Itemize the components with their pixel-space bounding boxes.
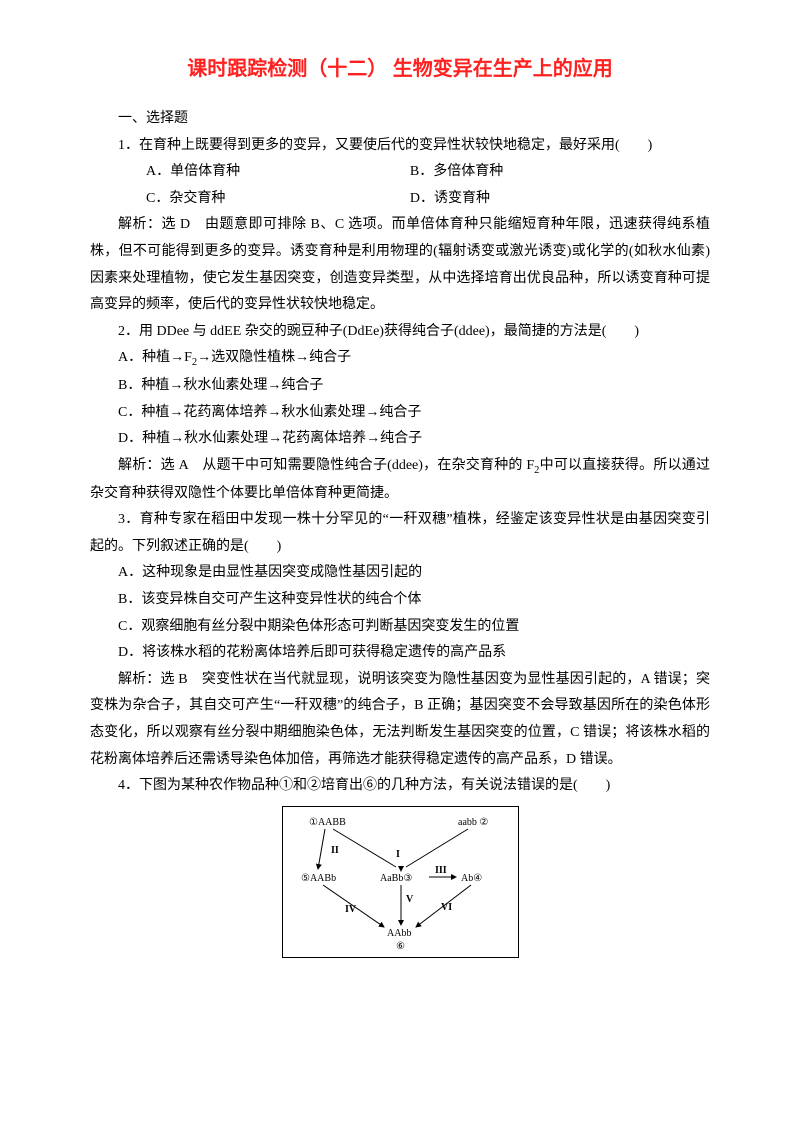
q1-optD: D．诱变育种 <box>382 186 642 213</box>
q2-optA: A．种植→F2→选双隐性植株→纯合子 <box>90 345 710 373</box>
q2-ana-pre: 解析：选 A 从题干中可知需要隐性纯合子(ddee)，在杂交育种的 F <box>118 458 534 473</box>
node-6b: ⑥ <box>396 941 405 952</box>
label-VI: VI <box>441 902 452 913</box>
node-2: aabb ② <box>458 817 488 828</box>
q3-optA: A．这种现象是由显性基因突变成隐性基因引起的 <box>90 560 710 587</box>
label-III: III <box>435 865 447 876</box>
q1-optA: A．单倍体育种 <box>118 159 378 186</box>
label-I: I <box>396 849 400 860</box>
node-4: Ab④ <box>461 873 482 884</box>
q2-optB: B．种植→秋水仙素处理→纯合子 <box>90 373 710 400</box>
page: 课时跟踪检测（十二） 生物变异在生产上的应用 一、选择题 1．在育种上既要得到更… <box>0 0 800 1132</box>
q1-stem: 1．在育种上既要得到更多的变异，又要使后代的变异性状较快地稳定，最好采用( ) <box>90 133 710 160</box>
page-title: 课时跟踪检测（十二） 生物变异在生产上的应用 <box>90 50 710 88</box>
q3-optB: B．该变异株自交可产生这种变异性状的纯合个体 <box>90 587 710 614</box>
q2-optC: C．种植→花药离体培养→秋水仙素处理→纯合子 <box>90 400 710 427</box>
q2-stem: 2．用 DDee 与 ddEE 杂交的豌豆种子(DdEe)获得纯合子(ddee)… <box>90 319 710 346</box>
edge-2-3 <box>406 829 468 867</box>
label-V: V <box>406 894 414 905</box>
node-6a: AAbb <box>387 928 411 939</box>
q1-analysis: 解析：选 D 由题意即可排除 B、C 选项。而单倍体育种只能缩短育种年限，迅速获… <box>90 212 710 318</box>
q2-optA-tail: →选双隐性植株→纯合子 <box>197 350 351 365</box>
q1-row-cd: C．杂交育种 D．诱变育种 <box>90 186 710 213</box>
q1-row-ab: A．单倍体育种 B．多倍体育种 <box>90 159 710 186</box>
q2-optD: D．种植→秋水仙素处理→花药离体培养→纯合子 <box>90 426 710 453</box>
q1-optB: B．多倍体育种 <box>382 159 642 186</box>
q1-optC: C．杂交育种 <box>118 186 378 213</box>
q2-analysis: 解析：选 A 从题干中可知需要隐性纯合子(ddee)，在杂交育种的 F2中可以直… <box>90 453 710 507</box>
q3-analysis: 解析：选 B 突变性状在当代就显现，说明该突变为隐性基因变为显性基因引起的，A … <box>90 667 710 773</box>
section-heading: 一、选择题 <box>90 106 710 133</box>
breeding-diagram: ①AABB aabb ② AaBb③ Ab④ ⑤AABb AAbb ⑥ I <box>90 806 710 969</box>
q4-stem: 4．下图为某种农作物品种①和②培育出⑥的几种方法，有关说法错误的是( ) <box>90 773 710 800</box>
node-5: ⑤AABb <box>301 873 336 884</box>
edge-1-3 <box>333 829 396 867</box>
node-3: AaBb③ <box>380 873 412 884</box>
label-II: II <box>331 845 339 856</box>
diagram-svg: ①AABB aabb ② AaBb③ Ab④ ⑤AABb AAbb ⑥ I <box>282 806 519 958</box>
node-1: ①AABB <box>309 817 346 828</box>
q3-optD: D．将该株水稻的花粉离体培养后即可获得稳定遗传的高产品系 <box>90 640 710 667</box>
q3-optC: C．观察细胞有丝分裂中期染色体形态可判断基因突变发生的位置 <box>90 614 710 641</box>
edge-II <box>318 829 325 869</box>
q2-optA-pre: A．种植→F <box>118 350 192 365</box>
q3-stem: 3．育种专家在稻田中发现一株十分罕见的“一秆双穗”植株，经鉴定该变异性状是由基因… <box>90 507 710 560</box>
label-IV: IV <box>345 904 357 915</box>
